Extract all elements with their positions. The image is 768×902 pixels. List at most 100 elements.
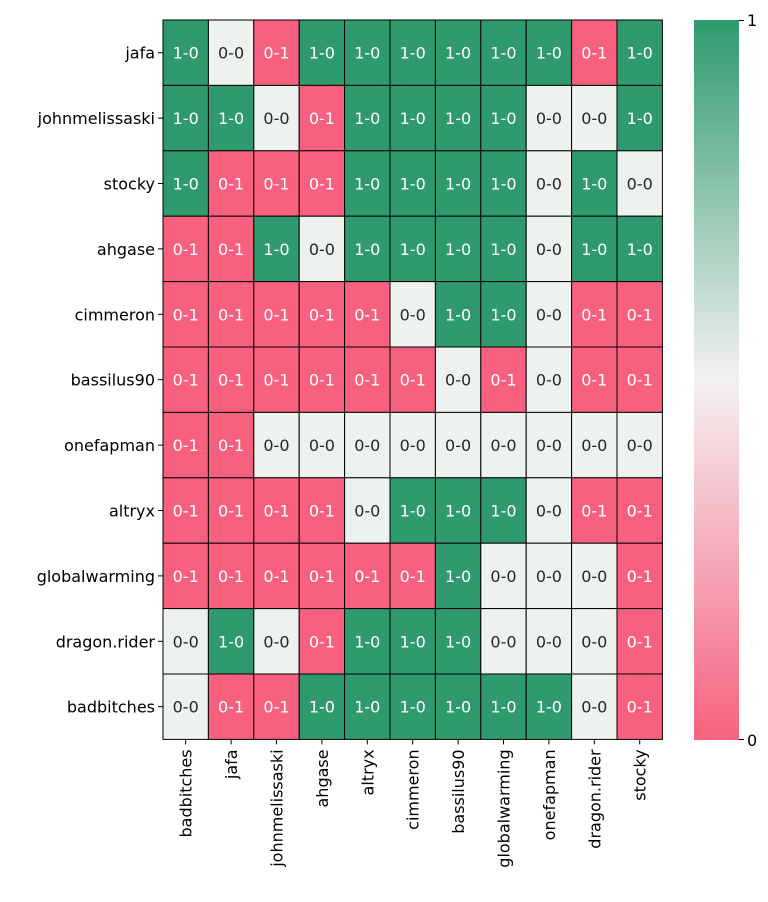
heatmap-cell [389, 411, 436, 479]
heatmap-cell-label: 0-0 [354, 436, 380, 455]
heatmap-cell-label: 1-0 [490, 305, 516, 324]
heatmap-cell-label: 0-1 [173, 502, 199, 521]
heatmap-cell [207, 281, 255, 348]
heatmap-cell [298, 346, 346, 413]
column-labels: badbitches jafa johnmelissaski ahgase altryx… [175, 739, 651, 869]
heatmap-cell-label: 0-1 [173, 305, 199, 324]
heatmap-cell [344, 673, 391, 740]
heatmap-cell [389, 84, 436, 152]
column-tick-label: bassilus90 [449, 749, 468, 833]
heatmap-cell [253, 542, 300, 610]
row-tick-label: cimmeron [75, 305, 155, 324]
heatmap-cell [480, 608, 527, 675]
heatmap-cell [480, 477, 527, 544]
heatmap-cell-label: 0-0 [218, 44, 244, 63]
heatmap-cell-label: 0-1 [263, 44, 289, 63]
heatmap-cell [162, 150, 209, 217]
heatmap-cell [616, 84, 663, 152]
column-tick-label: altryx [358, 749, 377, 795]
row-tick-label: ahgase [97, 240, 155, 259]
heatmap-cell-label: 0-0 [536, 632, 562, 651]
heatmap-cell [571, 477, 618, 544]
heatmap-cell-label: 1-0 [218, 632, 244, 651]
column-tick-label: johnmelissaski [268, 749, 287, 867]
heatmap-cell-label: 1-0 [490, 175, 516, 194]
heatmap-cell-label: 0-0 [400, 305, 426, 324]
heatmap-cell-label: 1-0 [400, 240, 426, 259]
heatmap-cell-label: 0-0 [536, 502, 562, 521]
heatmap-cell [434, 411, 482, 479]
heatmap-cell [162, 608, 209, 675]
heatmap-cell [434, 542, 482, 610]
heatmap-cell-label: 1-0 [263, 240, 289, 259]
heatmap-cell-label: 0-1 [627, 502, 653, 521]
heatmap-cell-label: 0-0 [536, 240, 562, 259]
heatmap-cell-label: 1-0 [354, 175, 380, 194]
column-tick-label: badbitches [177, 749, 196, 837]
heatmap-cell [162, 84, 209, 152]
column-tick-label: ahgase [313, 749, 332, 807]
heatmap-cell [298, 411, 346, 479]
heatmap-cell-label: 0-0 [490, 436, 516, 455]
heatmap-cell-label: 0-1 [263, 175, 289, 194]
column-tick-label: stocky [631, 749, 650, 800]
heatmap-cell-label: 0-0 [445, 371, 471, 390]
row-tick-label: johnmelissaski [37, 109, 155, 128]
row-tick-label: globalwarming [37, 567, 155, 586]
heatmap-cell-label: 0-0 [263, 632, 289, 651]
heatmap-cell-label: 0-0 [581, 567, 607, 586]
heatmap-cell [571, 215, 618, 283]
heatmap-cell-label: 0-1 [309, 175, 335, 194]
heatmap-cell-label: 0-1 [218, 502, 244, 521]
heatmap-cell-label: 0-0 [490, 632, 516, 651]
heatmap-cell-label: 0-1 [309, 632, 335, 651]
heatmap-cell-label: 1-0 [354, 632, 380, 651]
heatmap-cell-label: 0-1 [581, 305, 607, 324]
heatmap-cell [480, 673, 527, 740]
heatmap-cell-label: 0-0 [536, 109, 562, 128]
heatmap-cell [162, 19, 209, 86]
heatmap-cell [389, 150, 436, 217]
heatmap-cell [162, 346, 209, 413]
heatmap-cell-label: 1-0 [400, 109, 426, 128]
heatmap-cell [434, 281, 482, 348]
heatmap-cell [571, 411, 618, 479]
heatmap-cell-label: 0-0 [536, 305, 562, 324]
heatmap-cell-label: 0-0 [581, 632, 607, 651]
heatmap-cell-label: 1-0 [354, 44, 380, 63]
heatmap-cell-label: 0-0 [536, 567, 562, 586]
heatmap-cell-label: 0-0 [490, 567, 516, 586]
heatmap-cell [525, 673, 573, 740]
heatmap-cell-label: 0-1 [581, 502, 607, 521]
heatmap-cell [389, 608, 436, 675]
heatmap-cell-label: 1-0 [627, 109, 653, 128]
heatmap-cell-label: 0-1 [173, 371, 199, 390]
heatmap-cell [298, 281, 346, 348]
heatmap-cell [344, 281, 391, 348]
heatmap-cell-label: 0-0 [400, 436, 426, 455]
heatmap-cell-label: 1-0 [445, 240, 471, 259]
heatmap-cell [389, 19, 436, 86]
heatmap-cell-label: 1-0 [400, 632, 426, 651]
heatmap-cell [571, 84, 618, 152]
heatmap-cell [389, 346, 436, 413]
heatmap-cell [253, 411, 300, 479]
heatmap-cell-label: 0-1 [218, 436, 244, 455]
heatmap-cell [162, 477, 209, 544]
heatmap-cells: 1-0 0-0 0-1 1-0 1-0 1-0 1-0 1-0 1-0 0-1 1-0 1-0 1-0 0… [162, 19, 663, 740]
heatmap-cell-label: 1-0 [445, 109, 471, 128]
heatmap-cell [525, 215, 573, 283]
heatmap-cell [571, 542, 618, 610]
heatmap-cell-label: 0-0 [263, 109, 289, 128]
heatmap-cell [344, 150, 391, 217]
heatmap-cell-label: 1-0 [354, 240, 380, 259]
heatmap-cell [344, 608, 391, 675]
heatmap-cell [434, 477, 482, 544]
heatmap-cell [480, 542, 527, 610]
heatmap-cell-label: 0-1 [627, 371, 653, 390]
colorbar-gradient [694, 20, 739, 740]
heatmap-cell-label: 0-1 [173, 240, 199, 259]
heatmap-cell [525, 346, 573, 413]
heatmap-cell-label: 0-1 [218, 567, 244, 586]
heatmap-cell-label: 1-0 [173, 175, 199, 194]
